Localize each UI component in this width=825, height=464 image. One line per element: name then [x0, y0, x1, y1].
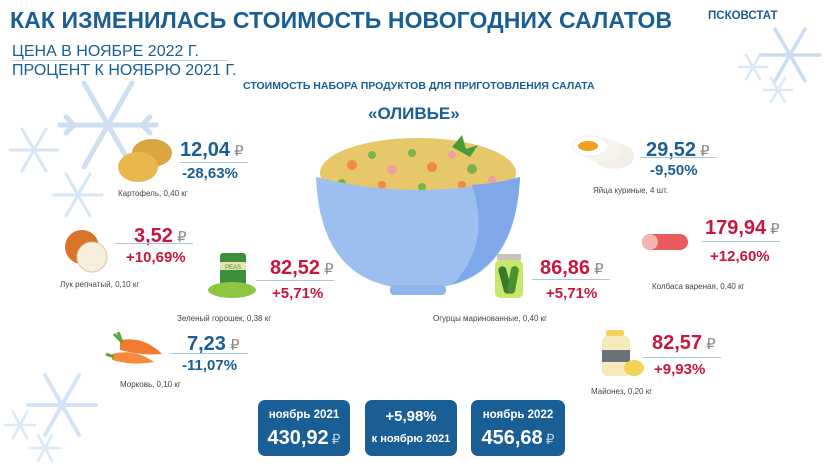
summary-value: 456,68 ₽ — [481, 427, 555, 449]
ingredient-label-carrot: Морковь, 0,10 кг — [120, 380, 181, 389]
green-peas-can-icon: PEAS — [208, 253, 256, 298]
summary-change-label: к ноябрю 2021 — [371, 433, 451, 445]
ingredient-label-onion: Лук репчатый, 0,10 кг — [60, 280, 140, 289]
ingredient-price-eggs: 29,52 ₽ — [646, 139, 710, 161]
carrot-icon — [105, 332, 162, 364]
brand-logo-text: ПСКОВСТАТ — [708, 10, 778, 22]
ingredient-label-peas: Зеленый горошек, 0,38 кг — [177, 314, 272, 323]
salad-bowl-icon — [316, 135, 520, 295]
divider — [180, 162, 248, 163]
onion-icon — [65, 230, 108, 273]
divider — [532, 279, 610, 280]
pickled-cucumbers-jar-icon — [495, 254, 523, 298]
summary-box-change: +5,98% к ноябрю 2021 — [365, 400, 457, 456]
summary-label: ноябрь 2021 — [268, 409, 340, 421]
ingredient-label-pickles: Огурцы маринованные, 0,40 кг — [433, 314, 548, 323]
ruble-icon: ₽ — [700, 143, 710, 160]
divider — [256, 280, 334, 281]
legend-percent: ПРОЦЕНТ К НОЯБРЮ 2021 Г. — [12, 62, 237, 79]
summary-label: ноябрь 2022 — [482, 409, 554, 421]
ruble-icon: ₽ — [545, 431, 555, 447]
ingredient-change-mayonnaise: +9,93% — [654, 361, 706, 378]
ingredient-label-sausage: Колбаса вареная, 0,40 кг — [652, 282, 745, 291]
legend-divider — [12, 60, 228, 61]
ingredient-price-sausage: 179,94 ₽ — [705, 217, 780, 239]
ingredient-change-pickles: +5,71% — [546, 285, 598, 302]
snowflake-decoration-bottom-left — [3, 373, 98, 463]
summary-box-nov2022: ноябрь 2022 456,68 ₽ — [471, 400, 565, 456]
ruble-icon: ₽ — [706, 336, 716, 353]
sausage-icon — [642, 234, 688, 250]
ruble-icon: ₽ — [331, 431, 341, 447]
ingredient-change-eggs: -9,50% — [650, 162, 698, 179]
ruble-icon: ₽ — [770, 221, 780, 238]
ingredient-price-pickles: 86,86 ₽ — [540, 257, 604, 279]
divider — [702, 241, 780, 242]
ingredient-change-sausage: +12,60% — [710, 248, 770, 265]
potato-icon — [118, 139, 172, 182]
snowflake-decoration-top-left — [8, 80, 159, 218]
ingredient-change-peas: +5,71% — [272, 285, 324, 302]
divider — [643, 357, 721, 358]
ruble-icon: ₽ — [594, 261, 604, 278]
ingredient-change-carrot: -11,07% — [182, 357, 238, 374]
ruble-icon: ₽ — [324, 261, 334, 278]
divider — [115, 243, 193, 244]
subtitle: СТОИМОСТЬ НАБОРА ПРОДУКТОВ ДЛЯ ПРИГОТОВЛ… — [243, 80, 595, 92]
ingredient-label-mayonnaise: Майонез, 0,20 кг — [591, 387, 653, 396]
divider — [170, 353, 248, 354]
ingredient-price-onion: 3,52 ₽ — [134, 225, 187, 247]
ingredient-change-potato: -28,63% — [182, 165, 238, 182]
ingredient-price-carrot: 7,23 ₽ — [187, 333, 240, 355]
ruble-icon: ₽ — [234, 143, 244, 160]
summary-value: 430,92 ₽ — [267, 427, 341, 449]
ingredient-label-eggs: Яйца куриные, 4 шт. — [593, 186, 669, 195]
eggs-icon — [571, 135, 634, 169]
snowflake-decoration-top-right — [737, 27, 822, 104]
pea-can-label: PEAS — [225, 265, 241, 271]
ruble-icon: ₽ — [229, 337, 240, 354]
summary-box-nov2021: ноябрь 2021 430,92 ₽ — [258, 400, 350, 456]
divider — [640, 157, 716, 158]
ingredient-change-onion: +10,69% — [126, 249, 186, 266]
ingredient-label-potato: Картофель, 0,40 кг — [118, 189, 188, 198]
mayonnaise-icon — [602, 330, 644, 376]
ingredient-price-potato: 12,04 ₽ — [180, 139, 244, 161]
ruble-icon: ₽ — [176, 229, 187, 246]
ingredient-price-peas: 82,52 ₽ — [270, 257, 334, 279]
legend-price: ЦЕНА В НОЯБРЕ 2022 Г. — [12, 43, 199, 60]
ingredient-price-mayonnaise: 82,57 ₽ — [652, 332, 716, 354]
page-title: КАК ИЗМЕНИЛАСЬ СТОИМОСТЬ НОВОГОДНИХ САЛА… — [10, 7, 673, 33]
salad-name: «ОЛИВЬЕ» — [368, 104, 460, 123]
summary-change-value: +5,98% — [385, 408, 437, 425]
